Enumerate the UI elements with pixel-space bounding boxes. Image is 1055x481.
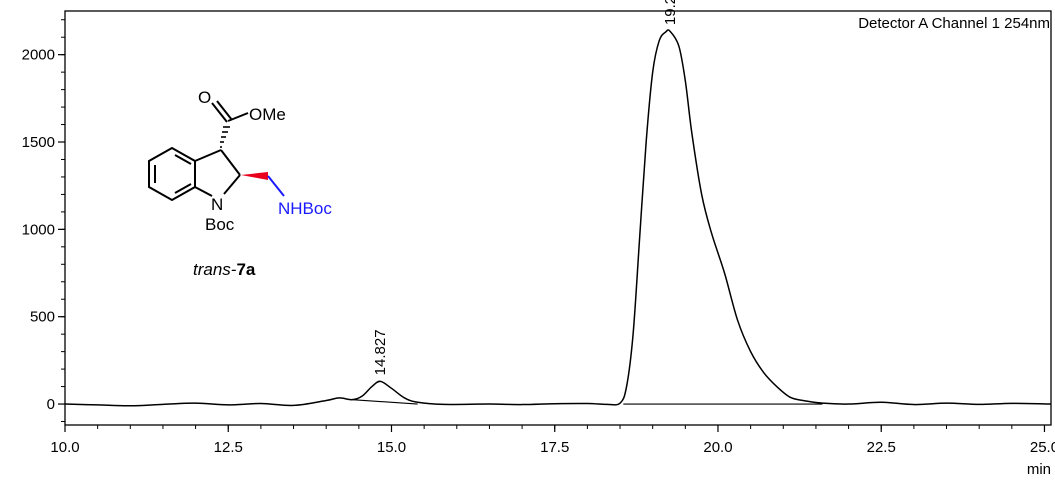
x-tick-label: 12.5	[214, 439, 243, 456]
x-tick-label: 15.0	[377, 439, 406, 456]
y-tick-label: 500	[30, 309, 55, 326]
peak-retention-label: 19.264	[662, 0, 679, 25]
peak-labels: 14.827 19.264	[372, 0, 679, 375]
x-axis: 10.0 12.5 15.0 17.5 20.0 22.5 25.0	[50, 425, 1055, 456]
y-axis: 0 500 1000 1500 2000	[22, 19, 65, 423]
ring-bond	[220, 149, 241, 176]
x-axis-label: min	[1027, 461, 1051, 478]
x-tick-label: 25.0	[1030, 439, 1055, 456]
series-group	[64, 29, 1052, 407]
compound-label-prefix: trans-	[193, 260, 237, 279]
peak-baseline	[352, 399, 418, 405]
methylene-bond	[267, 175, 285, 197]
carbonyl-bond	[216, 100, 233, 121]
y-tick-label: 1500	[22, 134, 55, 151]
y-tick-label: 1000	[22, 221, 55, 238]
y-tick-label: 2000	[22, 47, 55, 64]
benzene-inner-bond	[174, 154, 192, 165]
compound-label: trans-7a	[193, 260, 256, 279]
amine-label: NHBoc	[278, 199, 332, 218]
ester-label: OMe	[249, 105, 286, 124]
ring-bond	[194, 149, 222, 162]
hashed-bond	[220, 126, 230, 148]
ring-bond	[194, 186, 213, 197]
x-tick-label: 10.0	[50, 439, 79, 456]
benzene-inner-bond	[174, 183, 192, 194]
plot-frame	[64, 10, 1052, 426]
carbonyl-bond	[211, 102, 228, 123]
n-boc-label: Boc	[205, 215, 235, 234]
carbonyl-oxygen: O	[198, 88, 211, 107]
ring-bond	[223, 174, 241, 195]
wedge-bond	[241, 172, 268, 180]
chromatogram-trace	[64, 29, 1052, 407]
x-tick-label: 17.5	[540, 439, 569, 456]
chemical-structure: O OMe N Boc NHBoc trans-7a	[148, 88, 332, 279]
baselines	[352, 399, 823, 405]
x-tick-label: 20.0	[703, 439, 732, 456]
ring-nitrogen: N	[211, 195, 223, 214]
peak-retention-label: 14.827	[372, 329, 389, 375]
y-tick-label: 0	[47, 396, 55, 413]
x-tick-label: 22.5	[867, 439, 896, 456]
compound-label-number: 7a	[236, 260, 255, 279]
detector-label: Detector A Channel 1 254nm	[858, 15, 1050, 32]
ester-bond	[227, 112, 249, 122]
